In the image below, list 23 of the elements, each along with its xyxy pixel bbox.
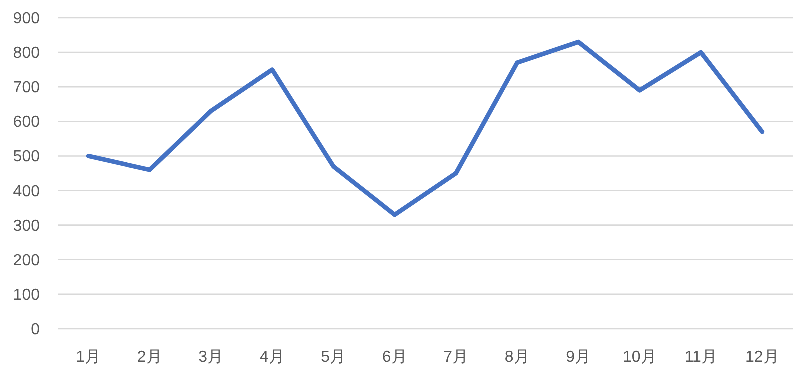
- x-tick-label: 11月: [684, 349, 718, 366]
- y-tick-label: 600: [13, 114, 40, 132]
- y-tick-label: 400: [13, 183, 40, 200]
- y-tick-label: 800: [13, 45, 40, 62]
- x-tick-label: 12月: [745, 349, 780, 366]
- x-tick-label: 2月: [137, 349, 162, 366]
- x-tick-label: 6月: [382, 349, 408, 366]
- x-tick-label: 9月: [566, 349, 592, 366]
- x-tick-label: 8月: [504, 349, 530, 366]
- x-tick-label: 1月: [76, 349, 102, 366]
- x-tick-label: 10月: [622, 349, 657, 366]
- x-tick-label: 4月: [260, 349, 285, 366]
- y-tick-label: 0: [31, 322, 40, 338]
- y-tick-label: 300: [13, 218, 40, 235]
- y-tick-label: 100: [13, 286, 40, 304]
- x-tick-label: 5月: [321, 349, 346, 366]
- x-tick-label: 3月: [198, 349, 224, 366]
- y-tick-label: 500: [13, 148, 40, 166]
- y-tick-label: 700: [13, 80, 40, 97]
- line-series: [86, 40, 765, 218]
- y-tick-label: 900: [13, 10, 40, 28]
- x-tick-label: 7月: [444, 349, 469, 366]
- y-tick-label: 200: [13, 252, 40, 270]
